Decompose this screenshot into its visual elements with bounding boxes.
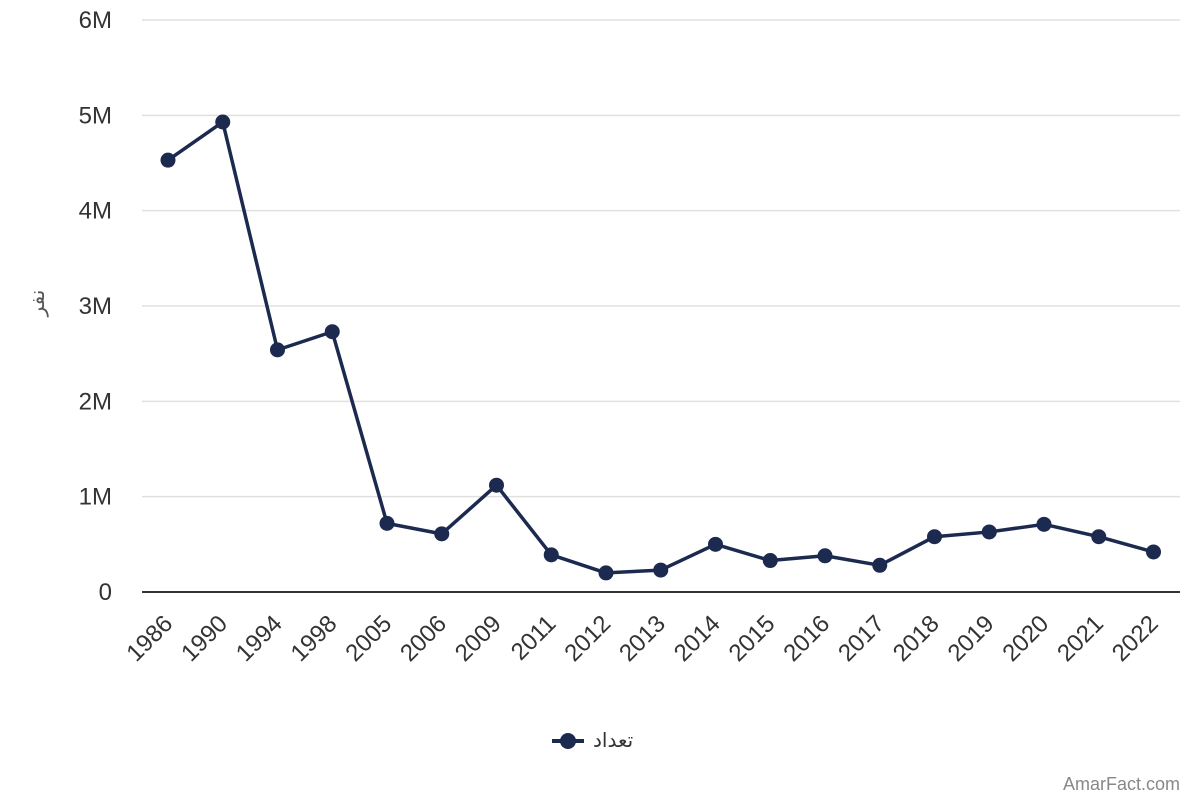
x-tick-label: 2018	[888, 610, 945, 667]
data-point[interactable]	[598, 565, 614, 581]
y-tick-label: 2M	[79, 388, 112, 415]
y-tick-label: 4M	[79, 198, 112, 225]
x-tick-label: 2021	[1052, 610, 1109, 667]
y-tick-label: 6M	[79, 7, 112, 34]
data-point[interactable]	[653, 562, 669, 578]
data-point[interactable]	[927, 529, 942, 545]
data-point[interactable]	[324, 324, 340, 340]
data-point[interactable]	[434, 526, 450, 542]
x-tick-label: 1986	[121, 610, 178, 667]
data-point[interactable]	[1091, 529, 1107, 545]
series-group	[160, 114, 1161, 581]
x-tick-label: 2020	[997, 610, 1054, 667]
data-point[interactable]	[1146, 544, 1161, 560]
y-tick-label: 0	[99, 579, 112, 606]
data-point[interactable]	[543, 547, 559, 563]
x-tick-label: 2016	[778, 610, 835, 667]
y-tick-label: 1M	[79, 484, 112, 511]
x-tick-label: 2011	[506, 610, 562, 666]
y-axis-label: نفر	[27, 290, 49, 318]
y-tick-label: 5M	[79, 102, 112, 129]
data-point[interactable]	[215, 114, 231, 130]
watermark: AmarFact.com	[1063, 774, 1180, 794]
data-point[interactable]	[708, 536, 723, 552]
data-point[interactable]	[1036, 516, 1052, 532]
y-axis-ticks: 0 1M 2M 3M 4M 5M 6M	[79, 7, 112, 606]
x-tick-label: 2013	[614, 610, 671, 667]
grid-lines	[142, 19, 1180, 498]
x-tick-label: 1990	[176, 610, 233, 667]
x-tick-label: 2006	[395, 610, 452, 667]
legend-label: تعداد	[593, 730, 633, 752]
legend[interactable]: تعداد	[552, 730, 633, 752]
data-point[interactable]	[489, 477, 504, 493]
data-point[interactable]	[160, 152, 176, 168]
y-tick-label: 3M	[79, 293, 112, 320]
legend-marker-swatch	[560, 733, 576, 749]
x-tick-label: 2012	[559, 610, 616, 667]
data-point[interactable]	[981, 524, 997, 540]
data-point[interactable]	[762, 553, 778, 569]
series-line	[166, 120, 1154, 575]
x-tick-label: 1994	[231, 610, 288, 667]
x-tick-label: 2014	[669, 610, 726, 667]
x-tick-label: 2019	[943, 610, 1000, 667]
x-tick-label: 1998	[286, 610, 343, 667]
x-tick-label: 2009	[450, 610, 507, 667]
data-point[interactable]	[270, 342, 285, 358]
x-tick-label: 2022	[1107, 610, 1164, 667]
x-tick-label: 2015	[724, 610, 781, 667]
data-point[interactable]	[817, 548, 833, 564]
data-point[interactable]	[872, 557, 888, 573]
data-point[interactable]	[379, 515, 395, 531]
x-tick-label: 2005	[340, 610, 397, 667]
x-tick-label: 2017	[833, 610, 890, 667]
